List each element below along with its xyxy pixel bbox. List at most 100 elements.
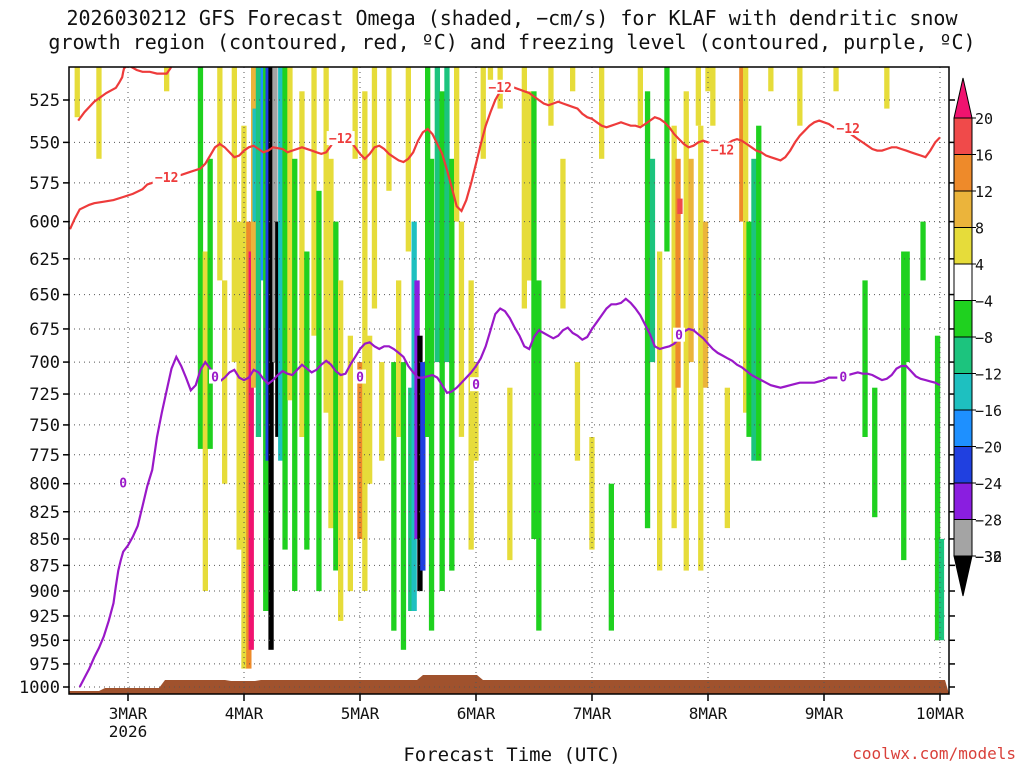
omega-cell	[739, 67, 745, 222]
colorbar-swatch	[953, 154, 973, 192]
omega-cell	[292, 158, 298, 592]
omega-cell	[272, 67, 278, 363]
dendritic-contour-label: −12	[155, 171, 178, 186]
omega-cell	[797, 67, 803, 126]
chart-title-line2: growth region (contoured, red, ºC) and f…	[48, 30, 976, 54]
contour-label-bg	[470, 377, 482, 392]
colorbar-label: 4	[975, 256, 984, 274]
x-tick-label: 10MAR	[916, 704, 965, 723]
omega-cell	[251, 67, 257, 388]
omega-cell	[574, 362, 581, 461]
omega-cell	[367, 335, 373, 484]
credit-link[interactable]: coolwx.com/models	[852, 744, 1016, 763]
colorbar-bottom-arrow	[953, 555, 973, 597]
omega-cell	[480, 67, 486, 159]
colorbar-label: −8	[975, 329, 993, 347]
omega-cell	[751, 158, 757, 461]
omega-cell	[862, 280, 868, 437]
omega-cell	[391, 362, 397, 631]
colorbar: 20 16 12 8 4 −4 −8 −12 −16 −20 −24 −28 −32−36	[953, 77, 1002, 597]
y-tick-label: 975	[29, 655, 60, 675]
contour-label-bg	[354, 369, 366, 384]
axes-layer: 525 550 575 600 625 650 675 700 725 750 775 800 825 8…	[19, 66, 965, 741]
y-tick-label: 750	[29, 416, 60, 436]
x-tick-label: 8MAR	[689, 704, 728, 723]
omega-cell	[74, 67, 80, 118]
x-tick-label: 7MAR	[573, 704, 612, 723]
colorbar-label: 12	[975, 183, 993, 201]
y-tick-label: 600	[29, 213, 60, 233]
contour-label-bg	[837, 369, 850, 384]
omega-cell	[444, 67, 450, 363]
contour-label-bg	[209, 369, 221, 384]
colorbar-swatch	[953, 446, 973, 484]
plot-frame	[68, 66, 950, 695]
omega-cell	[420, 362, 426, 571]
omega-cell	[164, 67, 170, 92]
freezing-contour-label: 0	[119, 477, 127, 492]
y-tick-label: 825	[29, 503, 60, 523]
omega-cell	[414, 280, 420, 539]
omega-cell	[695, 67, 701, 126]
omega-cell	[304, 251, 310, 550]
freezing-contour-label: 0	[472, 378, 480, 393]
chart-title-line1: 2026030212 GFS Forecast Omega (shaded, −…	[66, 6, 958, 30]
dendritic-contour-line	[69, 84, 941, 230]
omega-cell	[454, 67, 460, 222]
omega-cell	[299, 91, 305, 438]
omega-cell	[702, 221, 709, 388]
omega-cell	[347, 335, 353, 592]
omega-cell	[352, 67, 358, 159]
omega-cell	[938, 538, 945, 641]
colorbar-label: 20	[975, 110, 993, 128]
omega-cell	[396, 280, 402, 437]
colorbar-swatch	[953, 190, 973, 228]
y-tick-label: 950	[29, 631, 60, 651]
omega-cell	[231, 67, 237, 363]
grid-layer	[69, 67, 949, 694]
dendritic-contour-label: −12	[836, 122, 859, 137]
omega-cell	[872, 387, 878, 518]
contour-label-bg	[152, 170, 181, 185]
ground-surface	[69, 675, 949, 694]
x-tick-label: 9MAR	[805, 704, 844, 723]
omega-cell	[434, 67, 440, 363]
omega-cell	[278, 67, 284, 461]
omega-cell	[743, 67, 749, 413]
colorbar-label: −20	[975, 439, 1002, 457]
colorbar-swatch	[953, 117, 973, 155]
colorbar-label: 16	[975, 147, 993, 165]
y-tick-label: 525	[29, 91, 60, 111]
colorbar-swatch	[953, 227, 973, 265]
omega-cell	[428, 158, 435, 631]
omega-cell	[548, 67, 554, 126]
omega-cell	[705, 67, 711, 92]
omega-cell	[756, 125, 762, 461]
omega-cell	[197, 67, 204, 449]
omega-cell	[570, 67, 576, 92]
omega-cell	[255, 67, 262, 437]
omega-cell	[202, 251, 208, 591]
omega-cell	[386, 67, 392, 191]
x-axis-label: Forecast Time (UTC)	[403, 744, 621, 766]
x-tick-sublabel: 2026	[109, 722, 148, 741]
shading-layer	[74, 67, 945, 669]
colorbar-label: −28	[975, 512, 1002, 530]
freezing-contour-layer: 0 0 0 0 0 0	[78, 297, 941, 688]
omega-cell	[252, 108, 258, 222]
omega-cell	[282, 67, 288, 550]
omega-cell	[507, 387, 513, 561]
omega-cell	[323, 67, 329, 413]
colorbar-swatch	[953, 263, 973, 301]
y-tick-label: 550	[29, 133, 60, 153]
y-tick-label: 575	[29, 174, 60, 194]
contour-label-bg	[117, 475, 130, 490]
y-tick-label: 850	[29, 530, 60, 550]
contour-label-bg	[486, 79, 515, 94]
omega-cell	[411, 221, 417, 611]
omega-cell	[425, 67, 431, 437]
omega-cell	[688, 158, 694, 363]
omega-cell	[217, 67, 223, 281]
omega-cell	[248, 251, 254, 650]
x-tick-label: 6MAR	[457, 704, 496, 723]
